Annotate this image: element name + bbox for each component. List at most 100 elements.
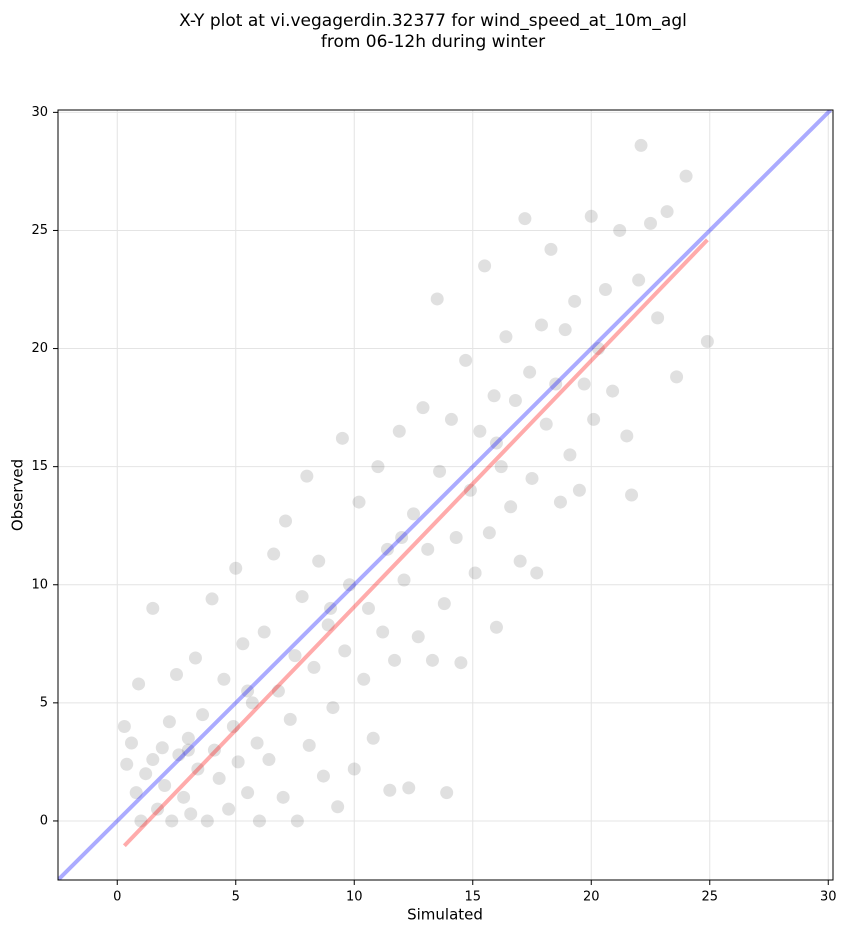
point xyxy=(226,719,240,733)
point xyxy=(440,786,454,800)
point xyxy=(644,216,658,230)
point xyxy=(558,323,572,337)
point xyxy=(402,781,416,795)
point xyxy=(494,460,508,474)
x-tick-label: 15 xyxy=(464,890,481,905)
y-tick-label: 5 xyxy=(40,695,48,710)
point xyxy=(134,814,148,828)
point xyxy=(321,618,335,632)
point xyxy=(523,365,537,379)
point xyxy=(196,708,210,722)
point xyxy=(670,370,684,384)
point xyxy=(307,660,321,674)
y-axis-label: Observed xyxy=(9,459,27,531)
point xyxy=(530,566,544,580)
point xyxy=(302,738,316,752)
point xyxy=(279,514,293,528)
point xyxy=(312,554,326,568)
y-tick-label: 20 xyxy=(31,341,48,356)
point xyxy=(212,771,226,785)
point xyxy=(241,684,255,698)
point xyxy=(539,417,553,431)
point xyxy=(117,719,131,733)
chart-title: from 06-12h during winter xyxy=(321,32,545,52)
axes-frame xyxy=(57,109,834,881)
y-tick-label: 30 xyxy=(31,105,48,120)
point xyxy=(598,283,612,297)
point xyxy=(250,736,264,750)
point xyxy=(587,412,601,426)
point xyxy=(245,696,259,710)
point xyxy=(487,389,501,403)
point xyxy=(335,431,349,445)
point xyxy=(513,554,527,568)
x-tick-label: 20 xyxy=(583,890,600,905)
point xyxy=(459,353,473,367)
point xyxy=(534,318,548,332)
chart-title: X-Y plot at vi.vegagerdin.32377 for wind… xyxy=(179,11,687,31)
point xyxy=(205,592,219,606)
point xyxy=(229,561,243,575)
point xyxy=(383,783,397,797)
point xyxy=(357,672,371,686)
point xyxy=(392,424,406,438)
point xyxy=(468,566,482,580)
point xyxy=(162,715,176,729)
fit-line xyxy=(58,110,833,880)
point xyxy=(376,625,390,639)
point xyxy=(200,814,214,828)
point xyxy=(158,779,172,793)
point xyxy=(276,790,290,804)
point xyxy=(271,684,285,698)
point xyxy=(316,769,330,783)
point xyxy=(120,757,134,771)
point xyxy=(388,653,402,667)
point xyxy=(170,668,184,682)
point xyxy=(454,656,468,670)
point xyxy=(262,753,276,767)
point xyxy=(290,814,304,828)
point xyxy=(257,625,271,639)
y-tick-label: 10 xyxy=(31,577,48,592)
point xyxy=(397,573,411,587)
point xyxy=(295,590,309,604)
point xyxy=(181,731,195,745)
point xyxy=(620,429,634,443)
point xyxy=(222,802,236,816)
point xyxy=(217,672,231,686)
point xyxy=(181,743,195,757)
point xyxy=(489,436,503,450)
point xyxy=(430,292,444,306)
point xyxy=(241,786,255,800)
point xyxy=(338,644,352,658)
point xyxy=(632,273,646,287)
y-tick-label: 25 xyxy=(31,223,48,238)
point xyxy=(425,653,439,667)
point xyxy=(132,677,146,691)
point xyxy=(437,597,451,611)
point xyxy=(444,412,458,426)
point xyxy=(544,242,558,256)
point xyxy=(473,424,487,438)
point xyxy=(172,748,186,762)
point xyxy=(577,377,591,391)
point xyxy=(499,330,513,344)
point xyxy=(679,169,693,183)
point xyxy=(177,790,191,804)
point xyxy=(283,712,297,726)
point xyxy=(236,637,250,651)
point xyxy=(267,547,281,561)
x-tick-label: 0 xyxy=(113,890,121,905)
point xyxy=(416,401,430,415)
point xyxy=(606,384,620,398)
point xyxy=(508,394,522,408)
point xyxy=(207,743,221,757)
point xyxy=(660,205,674,219)
point xyxy=(146,601,160,615)
point xyxy=(421,542,435,556)
point xyxy=(343,578,357,592)
point xyxy=(478,259,492,273)
point xyxy=(352,495,366,509)
fit-line xyxy=(122,238,709,848)
point xyxy=(155,741,169,755)
